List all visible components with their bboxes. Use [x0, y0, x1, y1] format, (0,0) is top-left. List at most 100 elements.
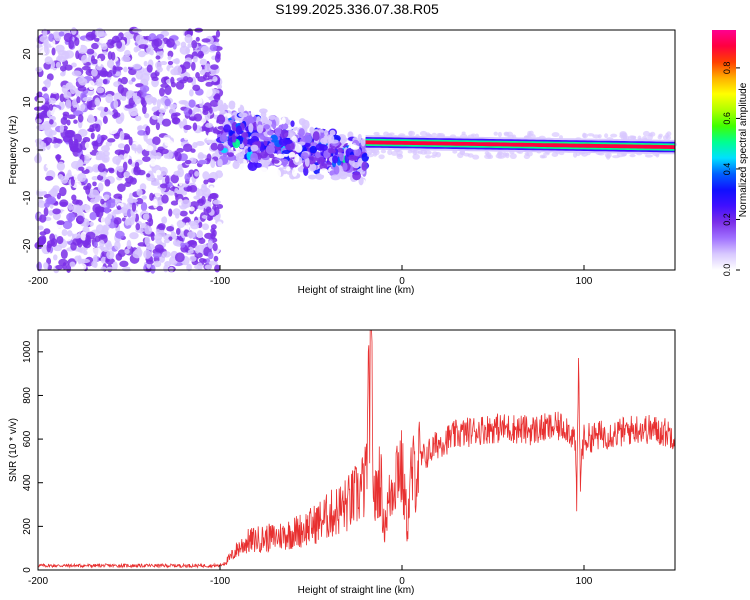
spec-cell [183, 76, 189, 82]
spec-cell [62, 111, 70, 117]
spec-cell [164, 175, 170, 185]
spec-cell [91, 123, 99, 129]
spec-cell [123, 152, 130, 162]
spec-cell [77, 86, 87, 92]
colorbar: 0.0 0.2 0.4 0.6 0.8 Normalized spectral ampl… [712, 30, 749, 276]
spec-cell [319, 168, 329, 176]
spec-cell [117, 249, 126, 257]
spec-cell [352, 171, 362, 181]
spec-cell [227, 152, 234, 157]
spec-cell [36, 96, 46, 106]
spec-cell [259, 151, 269, 159]
spec-cell [207, 240, 213, 249]
spec-cell [106, 59, 115, 69]
spec-cell [106, 39, 116, 49]
snr-y-axis-label: SNR (10 * v/v) [8, 418, 19, 482]
spec-cell [91, 247, 102, 256]
spec-cell [100, 198, 105, 205]
snr-y-tick-label: 600 [22, 430, 33, 447]
spec-cell [56, 220, 65, 226]
spec-cell [60, 175, 69, 184]
spec-cell [484, 151, 490, 155]
snr-x-tick-label: 100 [576, 576, 593, 587]
spec-cell [269, 165, 276, 176]
spec-cell [152, 115, 158, 120]
spec-cell [133, 46, 139, 53]
spec-cell [217, 143, 224, 151]
spec-cell [124, 248, 130, 254]
spec-x-tick-label: -100 [210, 276, 230, 287]
spec-cell [56, 161, 65, 171]
spec-cell [123, 66, 128, 73]
spec-cell [85, 31, 96, 41]
spec-cell [232, 161, 240, 170]
spec-cell [208, 260, 218, 266]
colorbar-tick-label: 0.8 [722, 62, 732, 75]
spec-cell [144, 225, 153, 235]
spec-cell [182, 143, 193, 153]
spec-cell [67, 169, 72, 178]
spec-cell [184, 159, 192, 165]
spec-cell [93, 37, 100, 42]
spec-cell [204, 264, 213, 270]
spec-cell [37, 225, 44, 231]
spec-cell [187, 231, 196, 239]
spec-cell [56, 235, 64, 245]
spec-cell [96, 87, 105, 94]
spec-cell [189, 255, 197, 262]
spec-cell [497, 131, 502, 138]
spec-cell [323, 135, 328, 145]
spec-cell [43, 207, 49, 217]
spec-cell [288, 151, 296, 158]
spec-cell [86, 182, 92, 190]
spec-cell [181, 199, 192, 208]
spec-cell [45, 163, 56, 169]
spec-cell [77, 247, 83, 253]
spec-cell [82, 136, 91, 143]
spec-cell [107, 138, 116, 143]
spec-cell [177, 167, 185, 178]
spec-cell [142, 105, 147, 115]
spec-cell [312, 131, 320, 142]
snr-plot-area [37, 329, 676, 569]
spec-cell [179, 121, 184, 129]
spec-cell [262, 136, 273, 142]
spec-cell [286, 166, 291, 172]
spec-cell [412, 153, 420, 160]
spec-cell [205, 206, 212, 213]
spec-cell [172, 239, 181, 247]
spec-cell [129, 177, 137, 185]
spec-cell [256, 140, 262, 148]
spec-cell [268, 153, 275, 159]
spec-cell [182, 61, 191, 70]
spec-cell [48, 97, 57, 104]
spec-cell [649, 131, 656, 137]
spec-cell [112, 65, 117, 75]
spec-x-tick-label: -200 [28, 276, 48, 287]
spec-cell [120, 76, 128, 85]
spec-cell [67, 230, 73, 237]
spec-cell [217, 158, 223, 167]
spec-cell [285, 144, 291, 150]
spec-cell [114, 240, 121, 251]
spec-cell [300, 152, 309, 160]
spec-cell [143, 249, 152, 259]
spec-cell [204, 87, 213, 97]
spec-cell [373, 131, 380, 136]
spec-cell [214, 53, 221, 63]
spec-cell [92, 181, 97, 187]
spec-cell [56, 154, 61, 162]
spec-cell [129, 232, 139, 240]
spec-cell [103, 206, 111, 214]
spec-cell [163, 238, 170, 244]
spec-cell [186, 186, 192, 192]
spec-cell [117, 183, 126, 192]
spec-cell [461, 131, 466, 135]
spec-cell [172, 208, 181, 216]
spec-cell [205, 81, 213, 87]
spec-cell [180, 242, 186, 248]
spec-cell [319, 156, 325, 162]
spec-cell [89, 211, 97, 221]
spec-cell [116, 205, 122, 210]
